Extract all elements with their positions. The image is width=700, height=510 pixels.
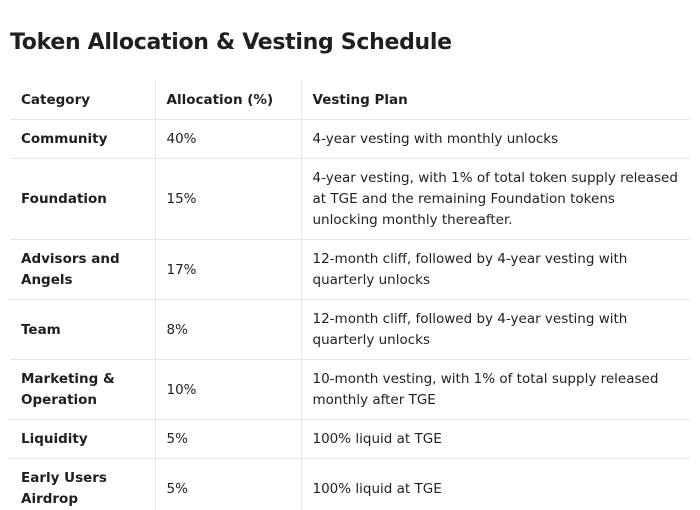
table-cell: 5% bbox=[154, 458, 301, 510]
table-cell: 100% liquid at TGE bbox=[300, 458, 690, 510]
table-cell: 15% bbox=[154, 158, 301, 240]
table-cell: Foundation bbox=[10, 158, 155, 240]
table-cell: Advisors and Angels bbox=[10, 239, 155, 300]
table-cell: Early Users Airdrop bbox=[10, 458, 155, 510]
table-cell: 10-month vesting, with 1% of total suppl… bbox=[300, 359, 690, 420]
table-cell: 40% bbox=[154, 119, 301, 159]
table-cell: 4-year vesting with monthly unlocks bbox=[300, 119, 690, 159]
table-cell: 100% liquid at TGE bbox=[300, 419, 690, 459]
table-row: Liquidity 5% 100% liquid at TGE bbox=[10, 419, 690, 459]
table-row: Team 8% 12-month cliff, followed by 4-year… bbox=[10, 299, 690, 360]
allocation-table: Category Allocation (%) Vesting Plan Commu… bbox=[10, 80, 690, 510]
header-cell: Vesting Plan bbox=[300, 80, 690, 120]
table-cell: 8% bbox=[154, 299, 301, 360]
header-cell: Allocation (%) bbox=[154, 80, 301, 120]
header-row: Category Allocation (%) Vesting Plan bbox=[10, 80, 690, 120]
table-cell: 10% bbox=[154, 359, 301, 420]
table-row: Advisors and Angels 17% 12-month cliff, fo… bbox=[10, 239, 690, 300]
header-cell: Category bbox=[10, 80, 155, 120]
table-cell: Team bbox=[10, 299, 155, 360]
table-body: Community 40% 4-year vesting with monthly … bbox=[10, 119, 690, 510]
page-title: Token Allocation & Vesting Schedule bbox=[10, 30, 452, 55]
table-cell: 12-month cliff, followed by 4-year vesti… bbox=[300, 299, 690, 360]
table-row: Marketing & Operation 10% 10-month vesting… bbox=[10, 359, 690, 420]
table-cell: 5% bbox=[154, 419, 301, 459]
table-cell: 4-year vesting, with 1% of total token s… bbox=[300, 158, 690, 240]
table-cell: 17% bbox=[154, 239, 301, 300]
table-cell: Liquidity bbox=[10, 419, 155, 459]
table-cell: Marketing & Operation bbox=[10, 359, 155, 420]
table-cell: 12-month cliff, followed by 4-year vesti… bbox=[300, 239, 690, 300]
table-row: Foundation 15% 4-year vesting, with 1% of … bbox=[10, 158, 690, 240]
table-row: Early Users Airdrop 5% 100% liquid at TGE bbox=[10, 458, 690, 510]
table-row: Community 40% 4-year vesting with monthly … bbox=[10, 119, 690, 159]
table-cell: Community bbox=[10, 119, 155, 159]
